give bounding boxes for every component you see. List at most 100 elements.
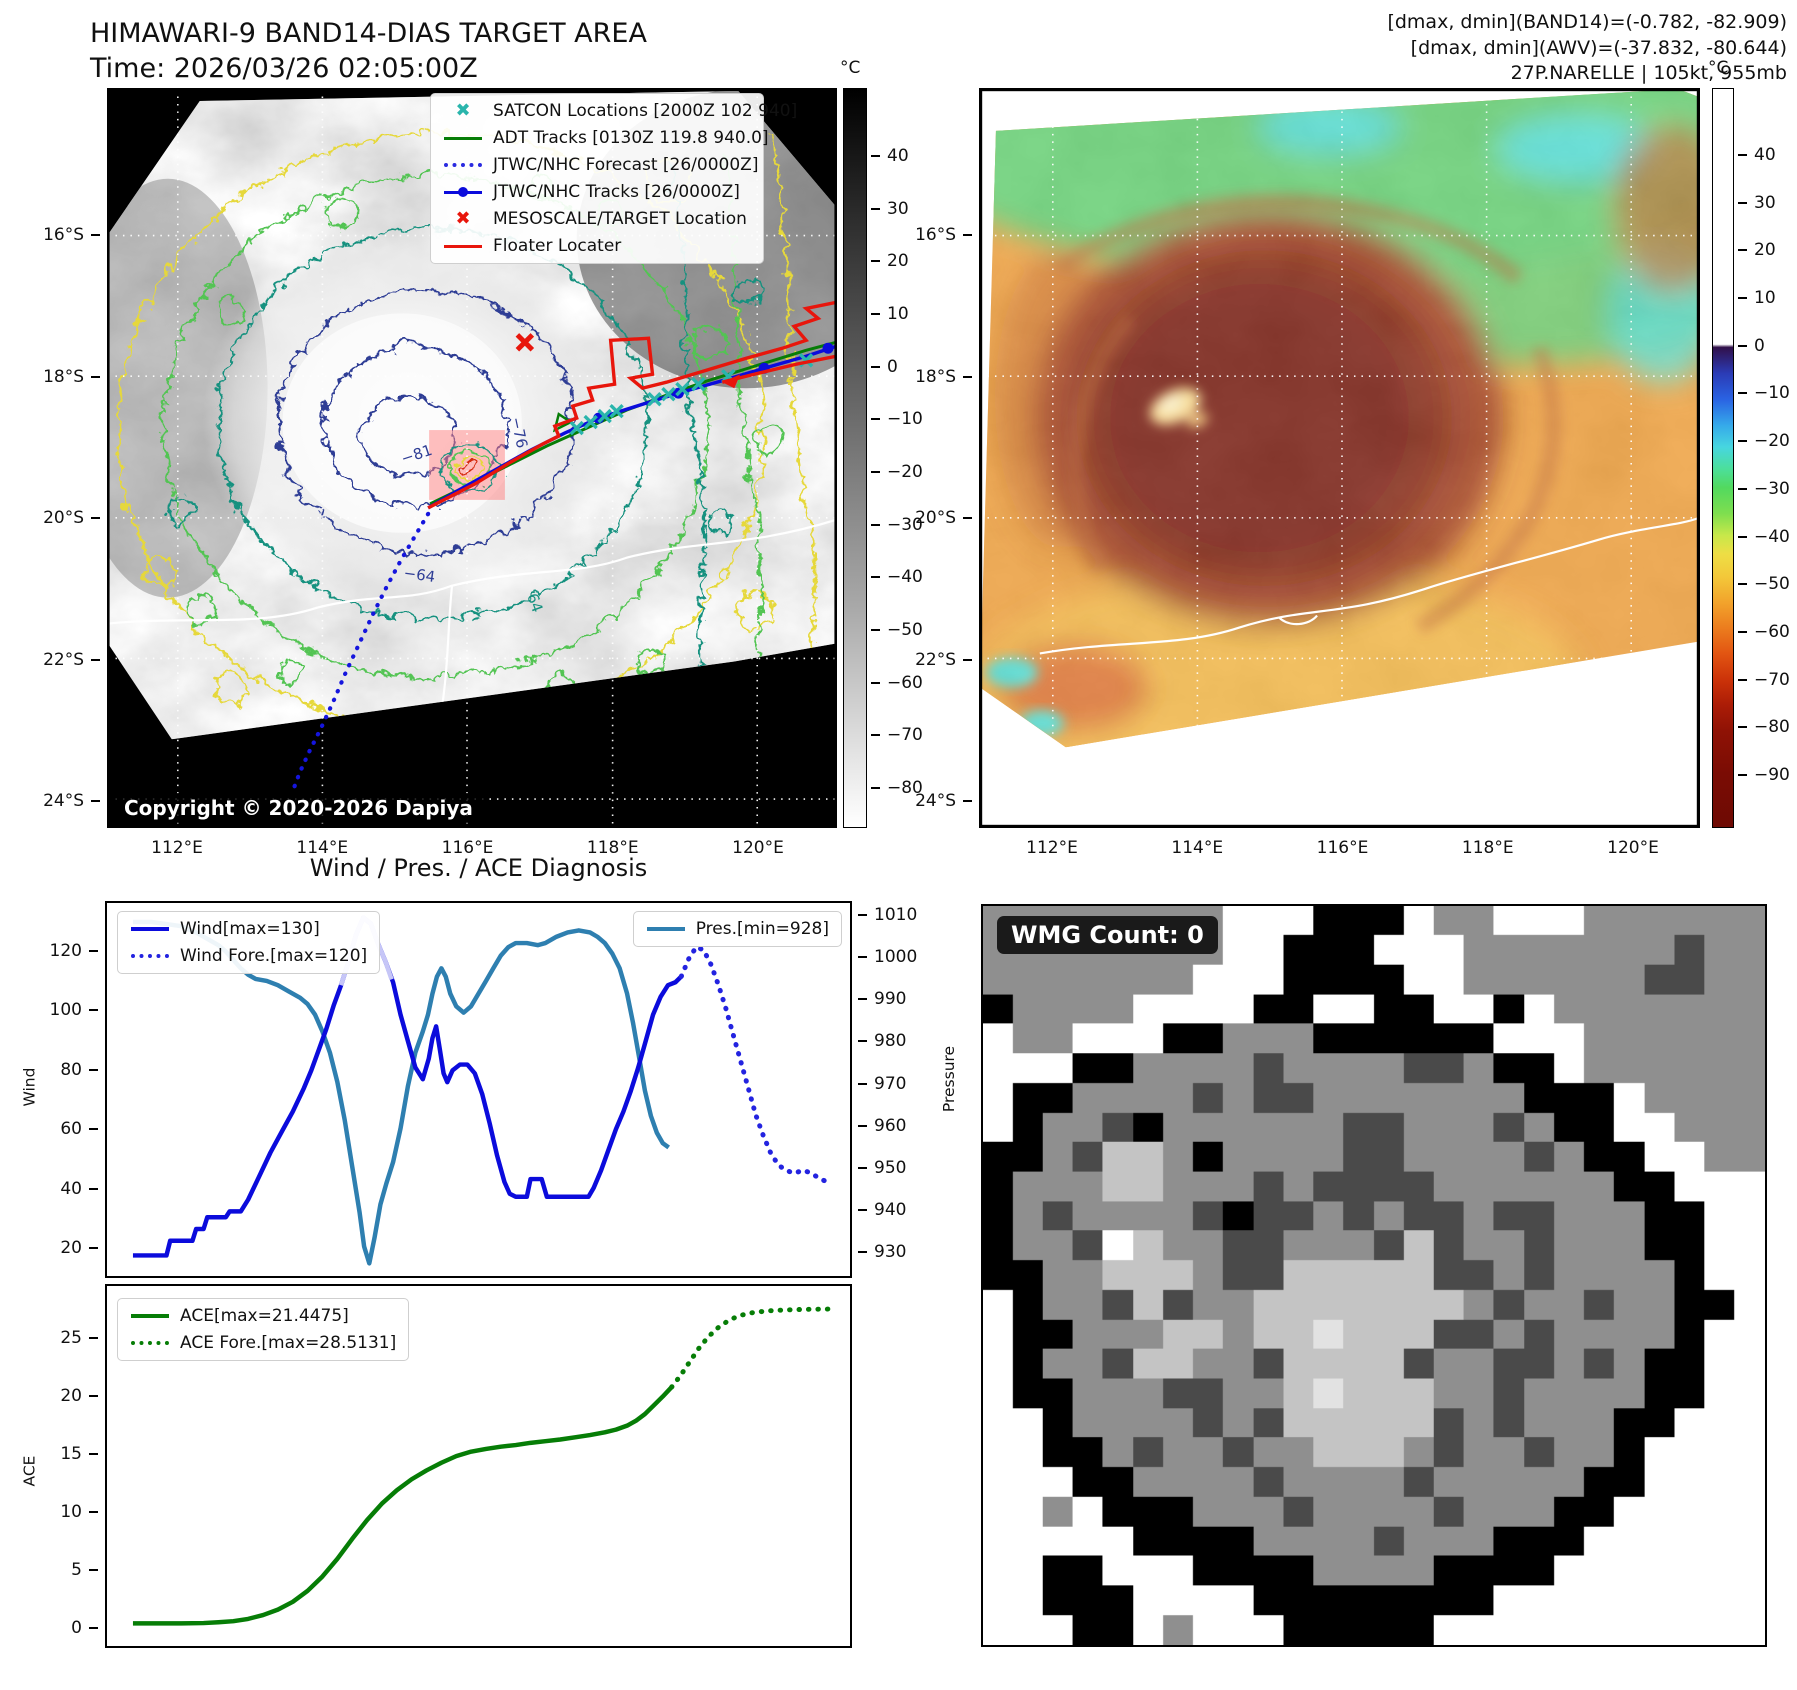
- figure-title: HIMAWARI-9 BAND14-DIAS TARGET AREA Time:…: [90, 16, 647, 86]
- tick-label: 5: [71, 1559, 98, 1581]
- tick-label: −10: [1738, 382, 1790, 404]
- wind-yticks: 120 100 80 60 40 20: [50, 940, 98, 1259]
- tick-label: 10: [60, 1501, 98, 1523]
- wind-legend: Wind[max=130] Wind Fore.[max=120]: [117, 911, 381, 974]
- tick-label: −70: [1738, 669, 1790, 691]
- legend-pres-label: Pres.[min=928]: [695, 919, 829, 939]
- tick-label: −80: [1738, 716, 1790, 738]
- tick-label: 116°E: [441, 838, 494, 858]
- tick-label: 114°E: [1171, 838, 1224, 858]
- series-pres: [132, 919, 670, 1266]
- awv-colorbar-ticks: 40 30 20 10 0 −10 −20 −30 −40 −50 −60 −70 −80 −90: [1738, 144, 1796, 786]
- tick-label: −70: [871, 724, 923, 746]
- tick-label: 20: [60, 1237, 98, 1259]
- tick-label: 1000: [858, 946, 917, 968]
- legend-mesoscale: ✖ MESOSCALE/TARGET Location: [443, 209, 751, 229]
- dmax-awv: [dmax, dmin](AWV)=(-37.832, -80.644): [1410, 36, 1787, 59]
- awv-colorbar-unit: °C: [1708, 58, 1729, 78]
- legend-ace-fore-label: ACE Fore.[max=28.5131]: [180, 1333, 397, 1353]
- tick-label: 18°S: [915, 366, 972, 388]
- tick-label: 112°E: [1026, 838, 1078, 858]
- legend-satcon: ✖ SATCON Locations [2000Z 102 940]: [443, 101, 797, 121]
- legend-floater: Floater Locater: [443, 236, 751, 256]
- floater-line: [427, 300, 836, 510]
- ace-legend: ACE[max=21.4475] ACE Fore.[max=28.5131]: [117, 1298, 410, 1361]
- tick-label: 120: [50, 940, 98, 962]
- wind-line-icon: [130, 927, 170, 931]
- band14-lon-labels: 112°E 114°E 116°E 118°E 120°E: [142, 838, 793, 858]
- tick-label: 24°S: [43, 790, 100, 812]
- ace-yticks: 25 20 15 10 5 0: [52, 1327, 98, 1639]
- legend-jtwc-forecast-label: JTWC/NHC Forecast [26/0000Z]: [493, 155, 759, 175]
- series-ace-fore: [669, 1306, 834, 1390]
- map-legend: ✖ SATCON Locations [2000Z 102 940] ADT T…: [430, 93, 797, 264]
- awv-colorbar: [1712, 88, 1734, 828]
- wind-pressure-chart: Wind[max=130] Wind Fore.[max=120] Pres.[…: [105, 901, 852, 1278]
- tick-label: 120°E: [732, 838, 784, 858]
- wmg-count-badge: WMG Count: 0: [997, 916, 1218, 954]
- series-wind-fore: [678, 944, 831, 1185]
- legend-pres: Pres.[min=928]: [646, 919, 829, 939]
- tick-label: 25: [60, 1327, 98, 1349]
- tick-label: 930: [858, 1241, 906, 1263]
- legend-ace: ACE[max=21.4475]: [130, 1306, 396, 1326]
- awv-color-map: [979, 88, 1700, 828]
- ace-fore-dotted-icon: [130, 1341, 170, 1345]
- copyright-badge: Copyright © 2020-2026 Dapiya: [112, 793, 485, 823]
- pressure-yticks: 1010 1000 990 980 970 960 950 940 930: [858, 904, 918, 1263]
- legend-wind-fore: Wind Fore.[max=120]: [130, 946, 367, 966]
- figure-title-line2: Time: 2026/03/26 02:05:00Z: [90, 53, 478, 85]
- wind-fore-dotted-icon: [130, 954, 170, 958]
- tick-label: 20°S: [43, 507, 100, 529]
- pres-line-icon: [646, 927, 686, 931]
- pressure-legend: Pres.[min=928]: [632, 911, 842, 947]
- storm-id-intensity: 27P.NARELLE | 105kt, 955mb: [1510, 62, 1787, 85]
- legend-jtwc-tracks-label: JTWC/NHC Tracks [26/0000Z]: [493, 182, 740, 202]
- legend-wind: Wind[max=130]: [130, 919, 367, 939]
- tick-label: −40: [1738, 526, 1790, 548]
- tick-label: 0: [1738, 335, 1765, 357]
- floater-line-icon: [443, 244, 483, 248]
- tick-label: 990: [858, 988, 906, 1010]
- legend-satcon-label: SATCON Locations [2000Z 102 940]: [493, 101, 798, 121]
- tick-label: 1010: [858, 904, 917, 926]
- tick-label: −30: [871, 514, 923, 536]
- ace-line-icon: [130, 1314, 170, 1318]
- adt-line-icon: [443, 136, 483, 140]
- forecast-dotted-icon: [443, 163, 483, 167]
- awv-color-map-svg: [980, 89, 1699, 827]
- adt-marker: [552, 412, 574, 433]
- tick-label: −80: [871, 777, 923, 799]
- contour-label: −64: [403, 564, 437, 586]
- series-ace: [132, 1385, 674, 1626]
- ace-axis-label: ACE: [20, 1455, 39, 1487]
- tick-label: −50: [1738, 573, 1790, 595]
- awv-lat-labels: 16°S 18°S 20°S 22°S 24°S: [912, 224, 972, 812]
- legend-wind-fore-label: Wind Fore.[max=120]: [180, 946, 368, 966]
- legend-adt-label: ADT Tracks [0130Z 119.8 940.0]: [493, 128, 769, 148]
- tick-label: −10: [871, 408, 923, 430]
- ace-plot: [132, 1306, 834, 1626]
- chart-title: Wind / Pres. / ACE Diagnosis: [309, 854, 648, 882]
- band14-colorbar-ticks: 40 30 20 10 0 −10 −20 −30 −40 −50 −60 −70 −80: [871, 145, 931, 799]
- tick-label: 16°S: [915, 224, 972, 246]
- tick-label: 112°E: [151, 838, 203, 858]
- tick-label: 40: [871, 145, 909, 167]
- mesoscale-x-icon: ✖: [455, 208, 471, 229]
- tick-label: 118°E: [586, 838, 639, 858]
- tick-label: −30: [1738, 478, 1790, 500]
- tick-label: 980: [858, 1030, 906, 1052]
- tick-label: 950: [858, 1157, 906, 1179]
- legend-jtwc-tracks: JTWC/NHC Tracks [26/0000Z]: [443, 182, 751, 202]
- tick-label: 15: [60, 1443, 98, 1465]
- graticule: [980, 89, 1699, 827]
- legend-floater-label: Floater Locater: [493, 236, 622, 256]
- coastline: [1039, 516, 1699, 655]
- tick-label: −60: [871, 672, 923, 694]
- tick-label: −90: [1738, 764, 1790, 786]
- contour-label: 64: [523, 591, 546, 615]
- tick-label: 18°S: [43, 366, 100, 388]
- legend-jtwc-forecast: JTWC/NHC Forecast [26/0000Z]: [443, 155, 758, 175]
- wind-axis-label: Wind: [20, 1067, 39, 1107]
